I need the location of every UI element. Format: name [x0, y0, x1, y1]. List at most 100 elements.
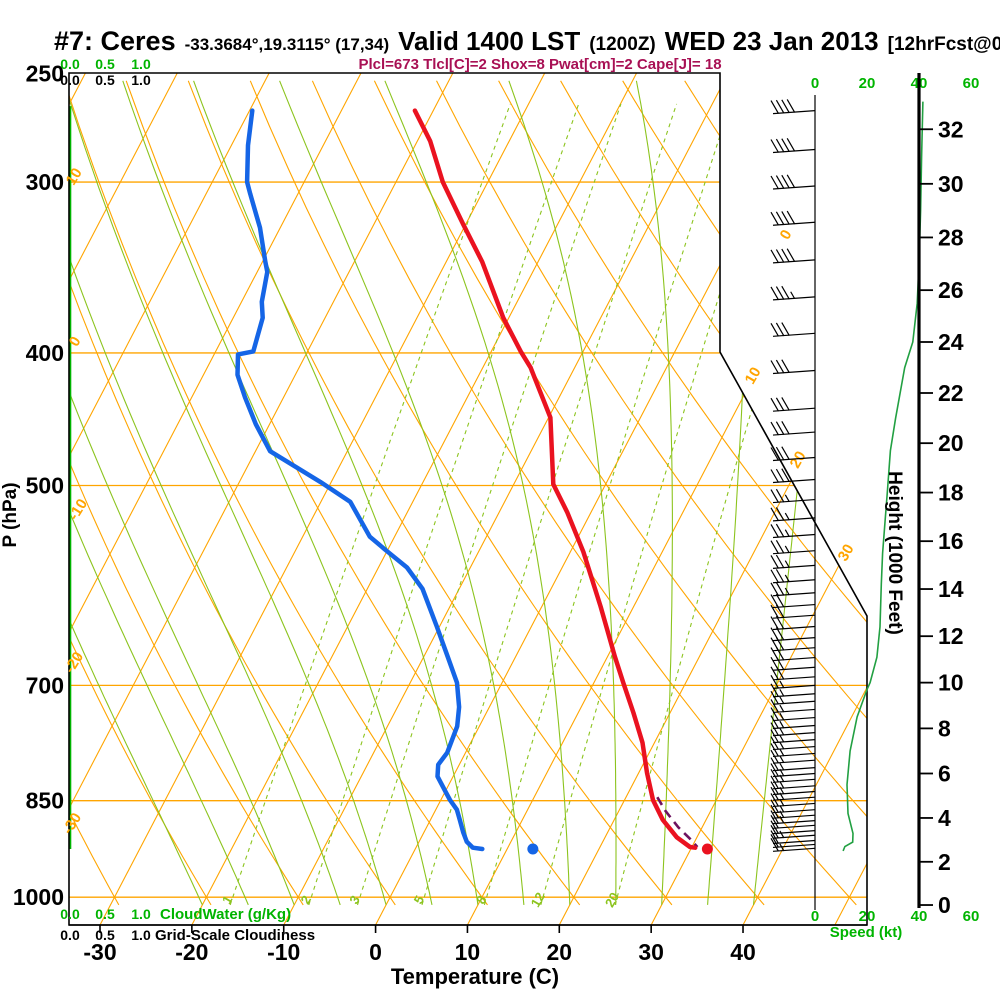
wind-barb: [770, 834, 816, 849]
dewpoint-curve: [235, 108, 485, 852]
wind-barb: [770, 285, 816, 301]
dry-adiabat-label: 10: [63, 165, 86, 188]
isotherm-label: 10: [742, 364, 765, 387]
moist-adiabat-line: [508, 80, 617, 905]
isotherm-label: 20: [787, 448, 810, 471]
cloud-scales: 0.00.00.00.00.50.50.50.51.01.01.01.0Clou…: [60, 56, 315, 944]
isotherm-line: [69, 73, 362, 925]
temp-tick-label: 40: [730, 939, 756, 965]
moist-adiabat-line: [635, 80, 673, 905]
height-tick-label: 24: [938, 329, 964, 355]
wind-barb: [770, 446, 816, 462]
pressure-axis: 250 300 400 500 700 850 1000 P (hPa): [0, 61, 64, 910]
dry-adiabat-line: [436, 80, 867, 906]
pressure-tick-label: 1000: [13, 884, 64, 910]
wind-barb: [770, 507, 816, 522]
moist-adiabat-line: [69, 80, 249, 906]
cloudiness-scale-bottom: 0.0: [60, 927, 80, 943]
height-tick-label: 28: [938, 224, 964, 250]
dry-adiabat-line: [69, 80, 488, 906]
wind-barb: [770, 615, 816, 631]
dry-adiabat-line: [373, 80, 867, 906]
wind-barb: [770, 707, 816, 722]
pressure-tick-label: 400: [26, 340, 64, 366]
forecast-tag: [12hrFcst@0347z]: [887, 34, 1000, 55]
mixing-ratio-line: [540, 103, 780, 906]
height-tick-label: 14: [938, 576, 964, 602]
dry-adiabat-line: [560, 80, 867, 906]
pressure-axis-title: P (hPa): [0, 482, 21, 547]
mixing-ratio-line: [308, 103, 580, 906]
moist-adiabat-line: [193, 80, 479, 905]
moist-adiabat-line: [69, 80, 341, 906]
cloudiness-scale-bottom: 0.5: [95, 927, 115, 943]
wind-barb: [770, 736, 816, 751]
pressure-tick-label: 500: [26, 472, 64, 498]
wind-barb: [770, 248, 816, 264]
isotherm-line: [466, 73, 867, 925]
height-tick-label: 8: [938, 715, 951, 741]
speed-tick-top: 0: [811, 75, 819, 92]
stability-indices-line: Plcl=673 Tlcl[C]=2 Shox=8 Pwat[cm]=2 Cap…: [358, 56, 722, 73]
mixing-ratio-label: 20: [602, 890, 622, 910]
dry-adiabat-line: [187, 80, 673, 906]
wind-barb: [770, 666, 816, 681]
sounding-curves: [235, 108, 713, 855]
wind-barb: [770, 99, 816, 115]
temp-tick-label: -30: [83, 939, 116, 965]
wind-barb: [770, 539, 816, 555]
isotherm-line: [650, 73, 867, 925]
valid-date: WED 23 Jan 2013: [664, 26, 879, 56]
pressure-tick-label: 300: [26, 169, 64, 195]
cloudwater-axis-title: CloudWater (g/Kg): [160, 906, 291, 923]
temperature-curve: [412, 108, 698, 850]
dry-adiabat-label: -30: [59, 810, 85, 837]
speed-tick-top: 60: [963, 75, 980, 92]
temp-tick-label: 0: [369, 939, 382, 965]
wind-barb: [770, 799, 816, 814]
wind-barb: [770, 322, 816, 337]
height-tick-label: 2: [938, 849, 951, 875]
temp-tick-label: 30: [638, 939, 664, 965]
surface-temperature-dot: [701, 843, 713, 855]
isotherm-label: 0: [777, 227, 796, 243]
isotherm-line: [69, 73, 454, 925]
mixing-ratio-line: [356, 103, 622, 906]
wind-barb: [770, 604, 816, 619]
wind-barb: [770, 824, 816, 839]
height-tick-label: 4: [938, 805, 951, 831]
wind-barbs: 00202040406060Speed (kt): [770, 75, 980, 941]
isotherm-line: [69, 73, 270, 925]
wind-barb: [770, 554, 816, 569]
wind-barb: [770, 830, 816, 845]
moist-adiabat-line: [122, 80, 433, 906]
mixing-ratio-line: [614, 103, 843, 906]
isotherm-label: 30: [835, 541, 858, 564]
moist-adiabat-line: [279, 80, 525, 905]
temp-tick-label: 10: [455, 939, 481, 965]
title-bar: #7: Ceres -33.3684°,19.3115° (17,34) Val…: [54, 26, 1000, 57]
moist-adiabat-line: [69, 80, 295, 906]
moist-adiabat-line: [69, 80, 203, 906]
dry-adiabat-line: [498, 80, 867, 906]
wind-barb: [770, 593, 816, 609]
dry-adiabat-line: [69, 80, 304, 906]
temp-tick-label: -10: [267, 939, 300, 965]
height-tick-label: 18: [938, 480, 964, 506]
isotherm-line: [191, 73, 638, 925]
speed-tick-bottom: 40: [911, 908, 928, 925]
wind-barb: [770, 683, 816, 698]
isotherm-line: [283, 73, 729, 925]
cloudwater-scale-bottom: 0.0: [60, 906, 80, 922]
cloudiness-scale-bottom: 1.0: [131, 927, 151, 943]
height-axis-title: Height (1000 Feet): [884, 471, 905, 635]
wind-barb: [770, 815, 816, 829]
wind-barb: [770, 523, 816, 539]
temp-tick-label: 20: [547, 939, 573, 965]
isotherm-line: [558, 73, 867, 925]
height-tick-label: 20: [938, 430, 964, 456]
height-tick-label: 26: [938, 277, 964, 303]
wind-speed-curve: [842, 101, 924, 852]
height-tick-label: 32: [938, 116, 964, 142]
